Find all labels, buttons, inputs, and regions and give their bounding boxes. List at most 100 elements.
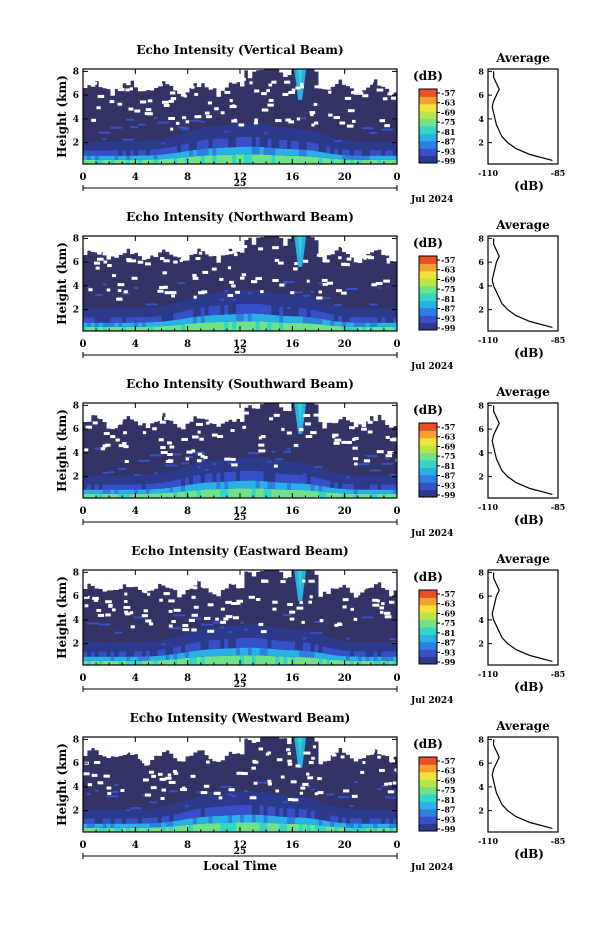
colorbar-label: -63 bbox=[441, 766, 456, 776]
x-tick-label: 4 bbox=[132, 673, 139, 684]
colorbar-label: -81 bbox=[441, 628, 455, 638]
profile-y-tick-label: 8 bbox=[478, 233, 484, 243]
colorbar-swatch bbox=[419, 445, 437, 454]
colorbar-swatch bbox=[419, 808, 437, 817]
colorbar-unit: (dB) bbox=[413, 403, 443, 417]
colorbar-unit: (dB) bbox=[413, 570, 443, 584]
colorbar-label: -69 bbox=[441, 441, 456, 451]
profile-y-tick-label: 4 bbox=[478, 782, 484, 792]
y-tick-label: 8 bbox=[73, 735, 79, 745]
colorbar-label: -81 bbox=[441, 795, 455, 805]
colorbar-label: -63 bbox=[441, 98, 456, 108]
x-tick-label: 16 bbox=[285, 840, 299, 851]
colorbar-swatch bbox=[419, 322, 437, 331]
y-tick-label: 8 bbox=[73, 234, 79, 244]
date-right: Jul 2024 bbox=[410, 529, 453, 539]
y-tick-label: 2 bbox=[73, 807, 79, 817]
profile-y-tick-label: 2 bbox=[478, 806, 484, 816]
colorbar-label: -81 bbox=[441, 127, 455, 137]
colorbar-swatch bbox=[419, 771, 437, 780]
x-axis-label: Local Time bbox=[203, 859, 277, 873]
date-right: Jul 2024 bbox=[410, 696, 453, 706]
profile-frame bbox=[487, 68, 559, 165]
profile-x-tick-label: -85 bbox=[551, 669, 565, 679]
colorbar-swatch bbox=[419, 452, 437, 461]
colorbar-swatch bbox=[419, 285, 437, 294]
panel-1: Echo Intensity (Northward Beam) 2 4 6 8 Heigh… bbox=[55, 210, 565, 372]
x-tick-label: 16 bbox=[285, 172, 299, 183]
profile-title: Average bbox=[495, 719, 550, 733]
profile-frame bbox=[487, 235, 559, 332]
panel-4: Echo Intensity (Westward Beam) 2 4 6 8 Height… bbox=[55, 711, 565, 873]
heatmap bbox=[83, 236, 397, 331]
colorbar-swatch bbox=[419, 604, 437, 613]
profile-frame bbox=[487, 569, 559, 666]
colorbar-swatch bbox=[419, 437, 437, 446]
colorbar-swatch bbox=[419, 315, 437, 324]
x-tick-label: 12 bbox=[233, 506, 247, 517]
y-axis-label: Height (km) bbox=[55, 409, 69, 492]
x-tick-label: 0 bbox=[80, 172, 87, 183]
y-tick-label: 2 bbox=[73, 306, 79, 316]
profile-y-tick-label: 8 bbox=[478, 66, 484, 76]
date-center: 25 bbox=[234, 847, 247, 857]
profile-x-tick-label: -110 bbox=[478, 335, 498, 345]
colorbar-swatch bbox=[419, 300, 437, 309]
profile-title: Average bbox=[495, 218, 550, 232]
panel-2: Echo Intensity (Southward Beam) 2 4 6 8 Heigh… bbox=[55, 377, 565, 539]
profile-x-tick-label: -110 bbox=[478, 502, 498, 512]
colorbar-label: -75 bbox=[441, 451, 455, 461]
profile-y-tick-label: 6 bbox=[478, 591, 484, 601]
colorbar-label: -87 bbox=[441, 137, 455, 147]
profile-x-label: (dB) bbox=[514, 847, 544, 861]
colorbar-swatch bbox=[419, 794, 437, 802]
colorbar-label: -69 bbox=[441, 274, 456, 284]
profile-x-label: (dB) bbox=[514, 513, 544, 527]
colorbar-swatch bbox=[419, 656, 437, 665]
colorbar-label: -75 bbox=[441, 117, 455, 127]
x-tick-label: 16 bbox=[285, 673, 299, 684]
x-tick-label: 0 bbox=[394, 506, 401, 517]
profile-x-tick-label: -85 bbox=[551, 836, 565, 846]
profile-line bbox=[491, 71, 553, 161]
colorbar-swatch bbox=[419, 430, 437, 439]
colorbar-label: -63 bbox=[441, 599, 456, 609]
colorbar-swatch bbox=[419, 619, 437, 628]
colorbar-label: -93 bbox=[441, 313, 456, 323]
profile-y-tick-label: 6 bbox=[478, 758, 484, 768]
x-tick-label: 0 bbox=[80, 339, 87, 350]
y-tick-label: 6 bbox=[73, 91, 79, 101]
colorbar-swatch bbox=[419, 489, 437, 498]
y-axis-label: Height (km) bbox=[55, 743, 69, 826]
colorbar-swatch bbox=[419, 634, 437, 643]
colorbar-swatch bbox=[419, 801, 437, 810]
y-tick-label: 6 bbox=[73, 425, 79, 435]
colorbar-label: -75 bbox=[441, 785, 455, 795]
x-tick-label: 16 bbox=[285, 339, 299, 350]
date-right: Jul 2024 bbox=[410, 863, 453, 873]
colorbar-unit: (dB) bbox=[413, 69, 443, 83]
y-tick-label: 4 bbox=[73, 783, 79, 793]
colorbar-swatch bbox=[419, 270, 437, 279]
colorbar-label: -63 bbox=[441, 432, 456, 442]
profile-title: Average bbox=[495, 51, 550, 65]
y-tick-label: 6 bbox=[73, 759, 79, 769]
x-tick-label: 8 bbox=[184, 840, 191, 851]
y-tick-label: 8 bbox=[73, 67, 79, 77]
x-tick-label: 4 bbox=[132, 339, 139, 350]
profile-x-tick-label: -85 bbox=[551, 168, 565, 178]
colorbar-swatch bbox=[419, 816, 437, 825]
x-tick-label: 8 bbox=[184, 339, 191, 350]
profile-title: Average bbox=[495, 552, 550, 566]
profile-y-tick-label: 8 bbox=[478, 400, 484, 410]
x-tick-label: 4 bbox=[132, 840, 139, 851]
profile-y-tick-label: 4 bbox=[478, 281, 484, 291]
colorbar-frame bbox=[418, 756, 438, 832]
y-tick-label: 4 bbox=[73, 616, 79, 626]
colorbar-swatch bbox=[419, 627, 437, 635]
date-right: Jul 2024 bbox=[410, 362, 453, 372]
colorbar-label: -63 bbox=[441, 265, 456, 275]
x-tick-label: 0 bbox=[394, 339, 401, 350]
colorbar-swatch bbox=[419, 96, 437, 105]
date-center: 25 bbox=[234, 346, 247, 356]
